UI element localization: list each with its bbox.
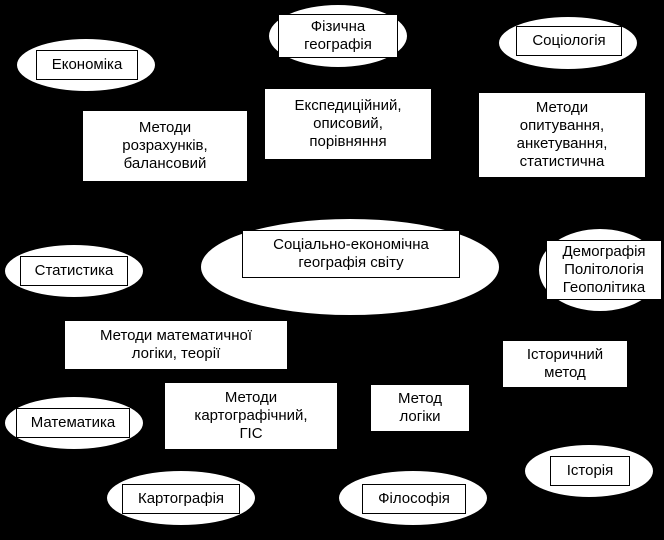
node-matematyka: Математика bbox=[16, 408, 130, 438]
node-center-label: Соціально-економічна географія світу bbox=[273, 236, 429, 272]
node-statystyka: Статистика bbox=[20, 256, 128, 286]
node-filosofia-label: Філософія bbox=[378, 490, 450, 508]
node-statystyka-label: Статистика bbox=[35, 262, 114, 280]
node-m-karto-label: Методи картографічний, ГІС bbox=[194, 389, 307, 443]
node-m-eksped-label: Експедиційний, описовий, порівняння bbox=[294, 97, 401, 151]
node-kartografia-label: Картографія bbox=[138, 490, 224, 508]
node-m-opyt-label: Методи опитування, анкетування, статисти… bbox=[517, 99, 608, 171]
node-m-logiky: Метод логіки bbox=[370, 384, 470, 432]
node-istoria-label: Історія bbox=[567, 462, 614, 480]
node-sociologia-label: Соціологія bbox=[532, 32, 605, 50]
diagram-canvas: Фізична географія Соціологія Економіка С… bbox=[0, 0, 664, 540]
node-m-eksped: Експедиційний, описовий, порівняння bbox=[264, 88, 432, 160]
node-demografia: Демографія Політологія Геополітика bbox=[546, 240, 662, 300]
node-fiz-geo-label: Фізична географія bbox=[304, 18, 372, 54]
node-m-opyt: Методи опитування, анкетування, статисти… bbox=[478, 92, 646, 178]
node-m-rozrahunkiv-label: Методи розрахунків, балансовий bbox=[122, 119, 207, 173]
node-fiz-geo: Фізична географія bbox=[278, 14, 398, 58]
node-filosofia: Філософія bbox=[362, 484, 466, 514]
node-m-istor: Історичний метод bbox=[502, 340, 628, 388]
node-center: Соціально-економічна географія світу bbox=[242, 230, 460, 278]
node-m-logiky-label: Метод логіки bbox=[398, 390, 442, 426]
node-m-istor-label: Історичний метод bbox=[527, 346, 603, 382]
node-istoria: Історія bbox=[550, 456, 630, 486]
node-m-mathlog-label: Методи математичної логіки, теорії bbox=[100, 327, 252, 363]
node-kartografia: Картографія bbox=[122, 484, 240, 514]
node-m-rozrahunkiv: Методи розрахунків, балансовий bbox=[82, 110, 248, 182]
node-demografia-label: Демографія Політологія Геополітика bbox=[562, 243, 645, 297]
node-matematyka-label: Математика bbox=[31, 414, 116, 432]
node-sociologia: Соціологія bbox=[516, 26, 622, 56]
node-m-karto: Методи картографічний, ГІС bbox=[164, 382, 338, 450]
node-ekonomika-label: Економіка bbox=[52, 56, 123, 74]
node-m-mathlog: Методи математичної логіки, теорії bbox=[64, 320, 288, 370]
node-ekonomika: Економіка bbox=[36, 50, 138, 80]
